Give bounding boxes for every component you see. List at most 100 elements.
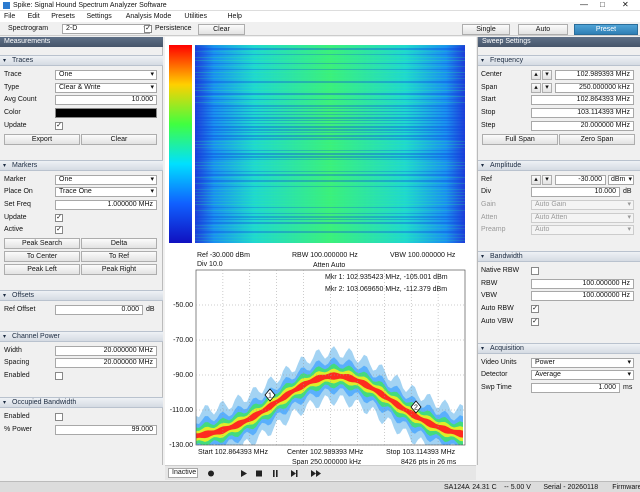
panel-button[interactable]: Delta (81, 238, 157, 249)
fast-forward-button[interactable] (311, 470, 316, 477)
clear-button[interactable]: Clear (198, 24, 245, 35)
checkbox[interactable]: ✓ (531, 317, 539, 326)
plot-annotation: 8426 pts in 26 ms (401, 459, 457, 465)
field-label: Center (481, 71, 503, 78)
spin-button[interactable]: ▴ (531, 174, 541, 185)
menu-item[interactable]: Help (227, 13, 242, 20)
single-label: Single (476, 26, 496, 33)
field-value: 1.000000 MHz (107, 200, 153, 208)
single-button[interactable]: Single (462, 24, 510, 35)
checkbox[interactable]: ✓ (531, 305, 539, 314)
checkbox[interactable]: ✓ (55, 213, 63, 222)
display-area: -50.00 -70.00 -90.00 -110.00 -130.00 Ref -30.… (165, 37, 476, 465)
play-button[interactable] (241, 470, 247, 477)
spin-button[interactable]: ▾ (542, 174, 552, 185)
input-field[interactable]: 100.000000 Hz (531, 278, 634, 289)
section-header[interactable]: Offsets ▾ (0, 290, 163, 301)
section-header[interactable]: Bandwidth ▾ (478, 251, 640, 262)
select-field[interactable]: Clear & Write ▾ (55, 82, 157, 93)
striation (195, 192, 465, 193)
persistence-checkbox[interactable]: ✓ (144, 25, 152, 33)
panel-button[interactable]: Clear (81, 133, 157, 145)
menu-item[interactable]: Edit (27, 13, 40, 20)
input-field[interactable]: 99.000 (55, 424, 157, 435)
section-header[interactable]: Traces ▾ (0, 55, 163, 66)
checkbox[interactable] (55, 412, 63, 421)
input-field[interactable]: 1.000000 MHz (55, 199, 157, 210)
section-header[interactable]: Occupied Bandwidth ▾ (0, 396, 163, 408)
panel-button[interactable]: To Center (4, 251, 80, 262)
collapse-arrow: ▾ (481, 254, 485, 260)
checkbox[interactable] (55, 372, 63, 381)
striation (195, 153, 465, 155)
status-bar: SA124A 24.31 C -- 5.00 V Serial - 20260118 F… (0, 481, 640, 492)
panel-button[interactable]: Full Span (482, 133, 558, 145)
input-field[interactable]: 103.114393 MHz (531, 108, 634, 119)
input-field[interactable]: 250.000000 kHz (555, 82, 634, 93)
menu-item[interactable]: Utilities (184, 13, 207, 20)
menu-item[interactable]: Settings (86, 13, 112, 20)
input-field[interactable]: 20.000000 MHz (55, 345, 157, 356)
panel-button[interactable]: To Ref (81, 251, 157, 262)
plot-annotation: Center 102.989393 MHz (287, 449, 364, 456)
playback-state: Inactive (168, 468, 198, 478)
select-field[interactable]: Trace One ▾ (55, 187, 157, 198)
input-field[interactable]: 1.000 (531, 382, 620, 393)
checkbox[interactable]: ✓ (55, 121, 63, 130)
unit-select[interactable]: dBm ▾ (608, 174, 634, 185)
input-field[interactable]: -30.000 (555, 174, 606, 185)
section-header[interactable]: Frequency ▾ (478, 55, 640, 66)
record-button[interactable] (208, 470, 214, 477)
spin-button[interactable]: ▾ (542, 82, 552, 93)
field-label: VBW (481, 292, 497, 300)
input-field[interactable]: 102.864393 MHz (531, 95, 634, 106)
preset-button[interactable]: Preset (574, 24, 638, 35)
input-field[interactable]: 10.000 (55, 95, 157, 106)
field-label: Span (481, 83, 498, 91)
playback-controls (208, 470, 321, 477)
select-field[interactable]: Average ▾ (531, 370, 634, 381)
panel-button[interactable]: Peak Left (4, 264, 80, 275)
minimize-button[interactable]: — (580, 0, 588, 9)
panel-button[interactable]: Peak Search (4, 238, 80, 249)
auto-button[interactable]: Auto (518, 24, 568, 35)
input-field[interactable]: 10.000 (531, 187, 620, 198)
stop-button[interactable] (256, 470, 262, 477)
status-item: Firmware Version 3.03 (612, 484, 640, 491)
select-field[interactable]: Power ▾ (531, 357, 634, 368)
panel-button[interactable]: Zero Span (559, 133, 635, 145)
spin-button[interactable]: ▴ (531, 82, 541, 93)
close-button[interactable]: ✕ (622, 0, 629, 9)
menu-item[interactable]: File (4, 13, 16, 20)
section-header[interactable]: Acquisition ▾ (478, 342, 640, 354)
color-swatch[interactable] (55, 108, 157, 119)
field-label: Avg Count (4, 96, 37, 104)
pause-button[interactable] (273, 470, 275, 477)
striation (195, 213, 465, 214)
panel-title: Sweep Settings (478, 37, 640, 47)
select-field[interactable]: One ▾ (55, 70, 157, 80)
spin-button[interactable]: ▴ (531, 70, 541, 80)
checkbox[interactable]: ✓ (55, 226, 63, 235)
spin-button[interactable]: ▾ (542, 70, 552, 80)
striation (195, 93, 465, 95)
field-value: Trace One (59, 188, 92, 196)
panel-button[interactable]: Peak Right (81, 264, 157, 275)
plot-annotation: Ref -30.000 dBm (197, 252, 250, 259)
step-button[interactable] (291, 470, 296, 477)
section-header[interactable]: Markers ▾ (0, 159, 163, 171)
select-field[interactable]: One ▾ (55, 174, 157, 185)
input-field[interactable]: 102.989393 MHz (555, 70, 634, 80)
input-field[interactable]: 0.000 (55, 305, 143, 315)
input-field[interactable]: 100.000000 Hz (531, 291, 634, 302)
input-field[interactable]: 20.000000 MHz (55, 358, 157, 369)
input-field[interactable]: 20.000000 MHz (531, 120, 634, 131)
menu-item[interactable]: Analysis Mode (125, 13, 172, 20)
checkbox[interactable] (531, 267, 539, 275)
display-mode-select[interactable]: 2-D▾ (62, 24, 150, 34)
section-header[interactable]: Channel Power ▾ (0, 330, 163, 342)
menu-item[interactable]: Presets (51, 13, 75, 20)
section-header[interactable]: Amplitude ▾ (478, 159, 640, 171)
panel-button[interactable]: Export (4, 133, 80, 145)
maximize-button[interactable]: □ (600, 0, 605, 9)
